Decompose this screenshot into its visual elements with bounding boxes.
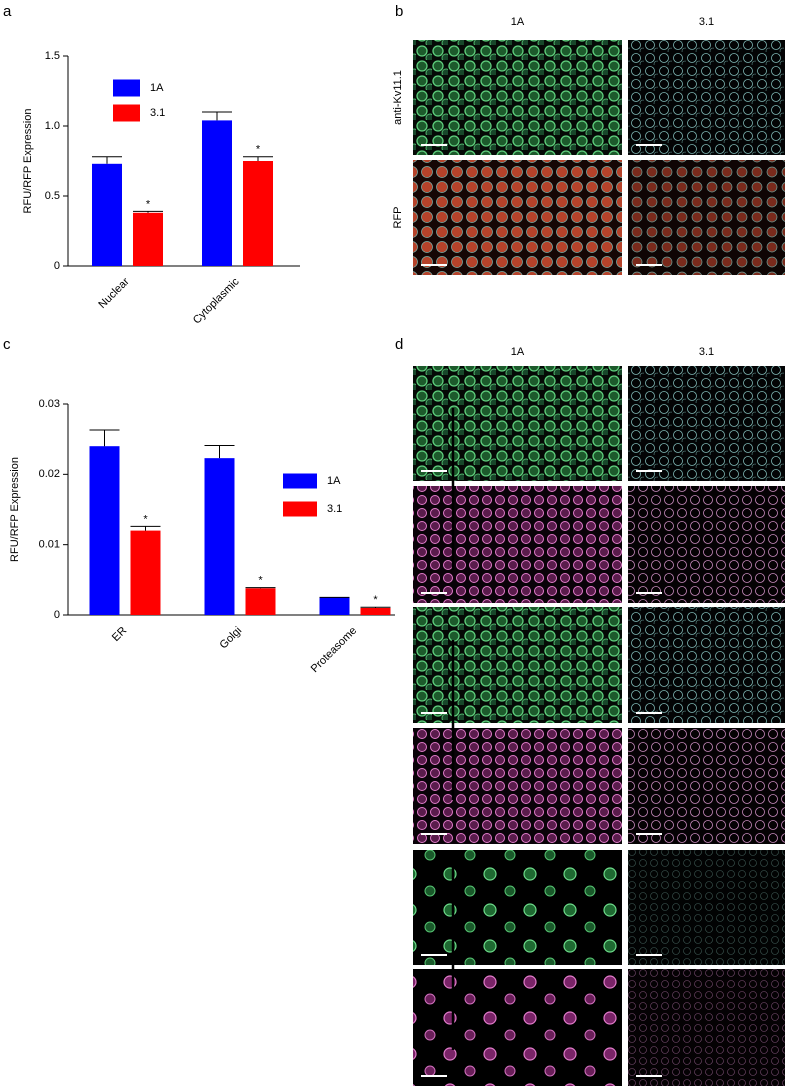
micrograph <box>413 366 622 481</box>
micrograph <box>413 160 622 275</box>
bar <box>89 446 120 615</box>
legend-label: 1A <box>150 82 164 94</box>
micrograph <box>628 969 785 1086</box>
micrograph <box>628 607 785 723</box>
legend-swatch <box>283 473 317 489</box>
bar <box>245 588 276 615</box>
micrograph <box>628 160 785 275</box>
micrograph <box>628 850 785 965</box>
significance: * <box>256 144 261 156</box>
significance: * <box>258 574 263 586</box>
y-tick-label: 0 <box>54 609 60 621</box>
legend-swatch <box>113 104 140 122</box>
row-label: anti-Kv11.1 <box>392 70 404 125</box>
micrograph <box>628 728 785 844</box>
y-tick-label: 0.03 <box>39 398 60 410</box>
bar <box>319 597 350 615</box>
y-tick-label: 1.0 <box>45 120 60 132</box>
x-tick-label: Cytoplasmic <box>191 275 242 326</box>
micrograph <box>628 40 785 155</box>
legend-label: 3.1 <box>327 503 342 515</box>
y-axis-label: RFU/RFP Expression <box>22 109 34 214</box>
legend-swatch <box>283 501 317 517</box>
panel-letter: d <box>395 336 403 353</box>
significance: * <box>373 594 378 606</box>
y-tick-label: 1.5 <box>45 50 60 62</box>
micrograph <box>628 486 785 603</box>
bar <box>243 161 273 266</box>
legend-label: 1A <box>327 475 341 487</box>
column-label: 1A <box>511 16 525 28</box>
bar <box>204 458 235 615</box>
y-tick-label: 0.5 <box>45 190 60 202</box>
y-tick-label: 0.01 <box>39 539 60 551</box>
micrograph <box>413 486 622 603</box>
micrograph <box>413 850 622 965</box>
legend-swatch <box>113 79 140 97</box>
panel-letter: b <box>395 3 403 20</box>
row-label: RFP <box>392 207 404 229</box>
micrograph <box>413 969 622 1086</box>
significance: * <box>146 198 151 210</box>
y-tick-label: 0.02 <box>39 468 60 480</box>
micrograph <box>628 366 785 481</box>
legend-label: 3.1 <box>150 107 165 119</box>
bar <box>130 530 161 615</box>
bar <box>360 607 391 615</box>
x-tick-label: Nuclear <box>96 275 132 311</box>
x-tick-label: ER <box>110 625 129 644</box>
micrograph <box>413 607 622 723</box>
bar <box>92 163 122 266</box>
panel-letter: a <box>3 3 12 20</box>
bar <box>202 120 232 267</box>
y-axis-label: RFU/RFP Expression <box>9 457 21 562</box>
x-tick-label: Proteasome <box>309 625 359 675</box>
column-label: 3.1 <box>699 346 714 358</box>
column-label: 3.1 <box>699 16 714 28</box>
panel-letter: c <box>3 336 11 353</box>
y-tick-label: 0 <box>54 260 60 272</box>
column-label: 1A <box>511 346 525 358</box>
bar <box>133 212 163 266</box>
micrograph <box>413 728 622 844</box>
micrograph <box>413 40 622 155</box>
x-tick-label: Golgi <box>218 625 245 652</box>
significance: * <box>143 513 148 525</box>
